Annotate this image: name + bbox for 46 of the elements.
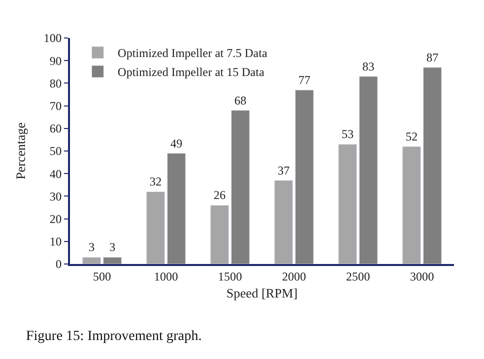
y-tick-label: 100	[44, 31, 62, 46]
x-axis-title: Speed [RPM]	[226, 286, 298, 300]
y-tick-label: 20	[50, 212, 62, 226]
caption: Figure 15: Improvement graph.	[26, 329, 202, 344]
legend-label: Optimized Impeller at 7.5 Data	[118, 46, 268, 60]
x-tick-label: 3000	[410, 269, 434, 284]
x-tick-label: 500	[93, 269, 111, 284]
bar	[210, 204, 229, 264]
data-label: 77	[298, 72, 310, 87]
bar	[82, 256, 101, 264]
bar	[103, 256, 122, 264]
y-tick-label: 70	[50, 99, 62, 113]
data-label: 52	[406, 129, 418, 144]
legend-label: Optimized Impeller at 15 Data	[118, 65, 265, 80]
bar	[295, 90, 314, 264]
bar	[402, 146, 421, 264]
y-tick-label: 80	[50, 76, 62, 90]
bar	[423, 67, 442, 264]
y-tick-label: 0	[56, 257, 62, 272]
y-tick-label: 40	[50, 166, 62, 181]
bar	[146, 191, 165, 264]
data-label: 26	[214, 188, 226, 202]
data-label: 49	[170, 136, 182, 150]
bar	[359, 76, 378, 264]
x-tick-label: 1000	[154, 269, 178, 284]
y-tick-label: 90	[50, 54, 62, 68]
data-label: 3	[88, 240, 95, 254]
bar	[167, 153, 186, 264]
bar	[338, 144, 357, 264]
x-tick-label: 2000	[282, 269, 306, 284]
data-label: 83	[362, 59, 374, 74]
data-label: 32	[150, 174, 162, 189]
y-tick-label: 60	[50, 122, 62, 136]
y-axis-title: Percentage	[13, 122, 28, 180]
x-tick-label: 1500	[218, 269, 242, 284]
y-tick-label: 10	[50, 234, 62, 249]
data-label: 37	[278, 163, 290, 178]
bar	[231, 110, 250, 264]
y-tick-label: 50	[50, 144, 62, 158]
data-label: 68	[234, 93, 246, 108]
x-tick-label: 2500	[346, 269, 370, 284]
data-label: 87	[426, 50, 438, 64]
bar	[274, 180, 293, 264]
data-label: 3	[109, 240, 116, 254]
data-label: 53	[342, 127, 354, 142]
y-tick-label: 30	[50, 189, 62, 204]
